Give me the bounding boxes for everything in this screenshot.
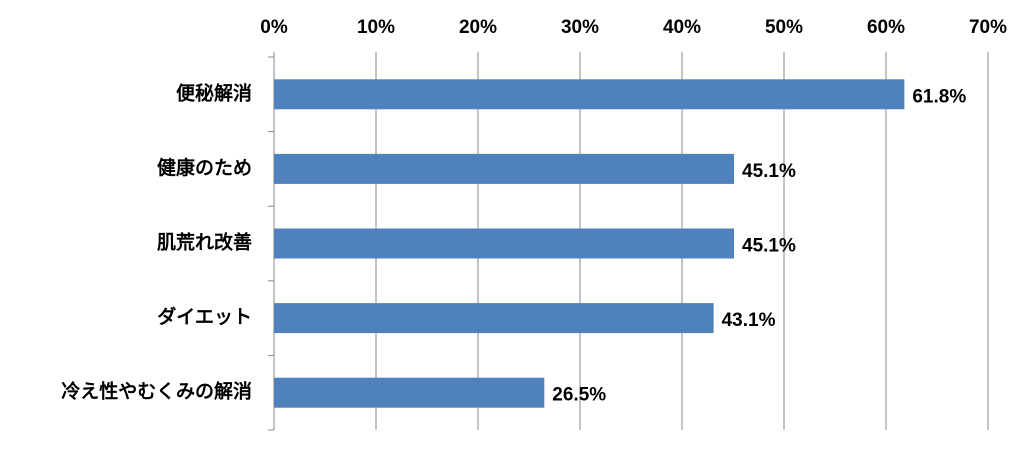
x-tick-label: 10% bbox=[357, 17, 395, 38]
x-tick-label: 40% bbox=[663, 17, 701, 38]
bar bbox=[274, 228, 735, 259]
bar bbox=[274, 303, 714, 334]
data-label: 61.8% bbox=[912, 86, 966, 107]
y-tick-label: ダイエット bbox=[157, 305, 252, 328]
y-tick-label: 便秘解消 bbox=[176, 81, 252, 104]
data-label: 43.1% bbox=[722, 310, 776, 331]
x-tick-label: 20% bbox=[459, 17, 497, 38]
y-tick-label: 肌荒れ改善 bbox=[157, 231, 252, 254]
bar bbox=[274, 79, 905, 110]
y-tick-label: 冷え性やむくみの解消 bbox=[61, 380, 252, 403]
data-label: 45.1% bbox=[742, 161, 796, 182]
x-tick-label: 0% bbox=[260, 17, 288, 38]
bar bbox=[274, 153, 735, 184]
x-tick-label: 60% bbox=[867, 17, 905, 38]
x-tick-label: 50% bbox=[765, 17, 803, 38]
data-label: 26.5% bbox=[552, 385, 606, 406]
data-label: 45.1% bbox=[742, 236, 796, 257]
x-tick-label: 30% bbox=[561, 17, 599, 38]
bar bbox=[274, 377, 545, 408]
y-tick-label: 健康のため bbox=[157, 156, 252, 179]
x-tick-label: 70% bbox=[969, 17, 1007, 38]
